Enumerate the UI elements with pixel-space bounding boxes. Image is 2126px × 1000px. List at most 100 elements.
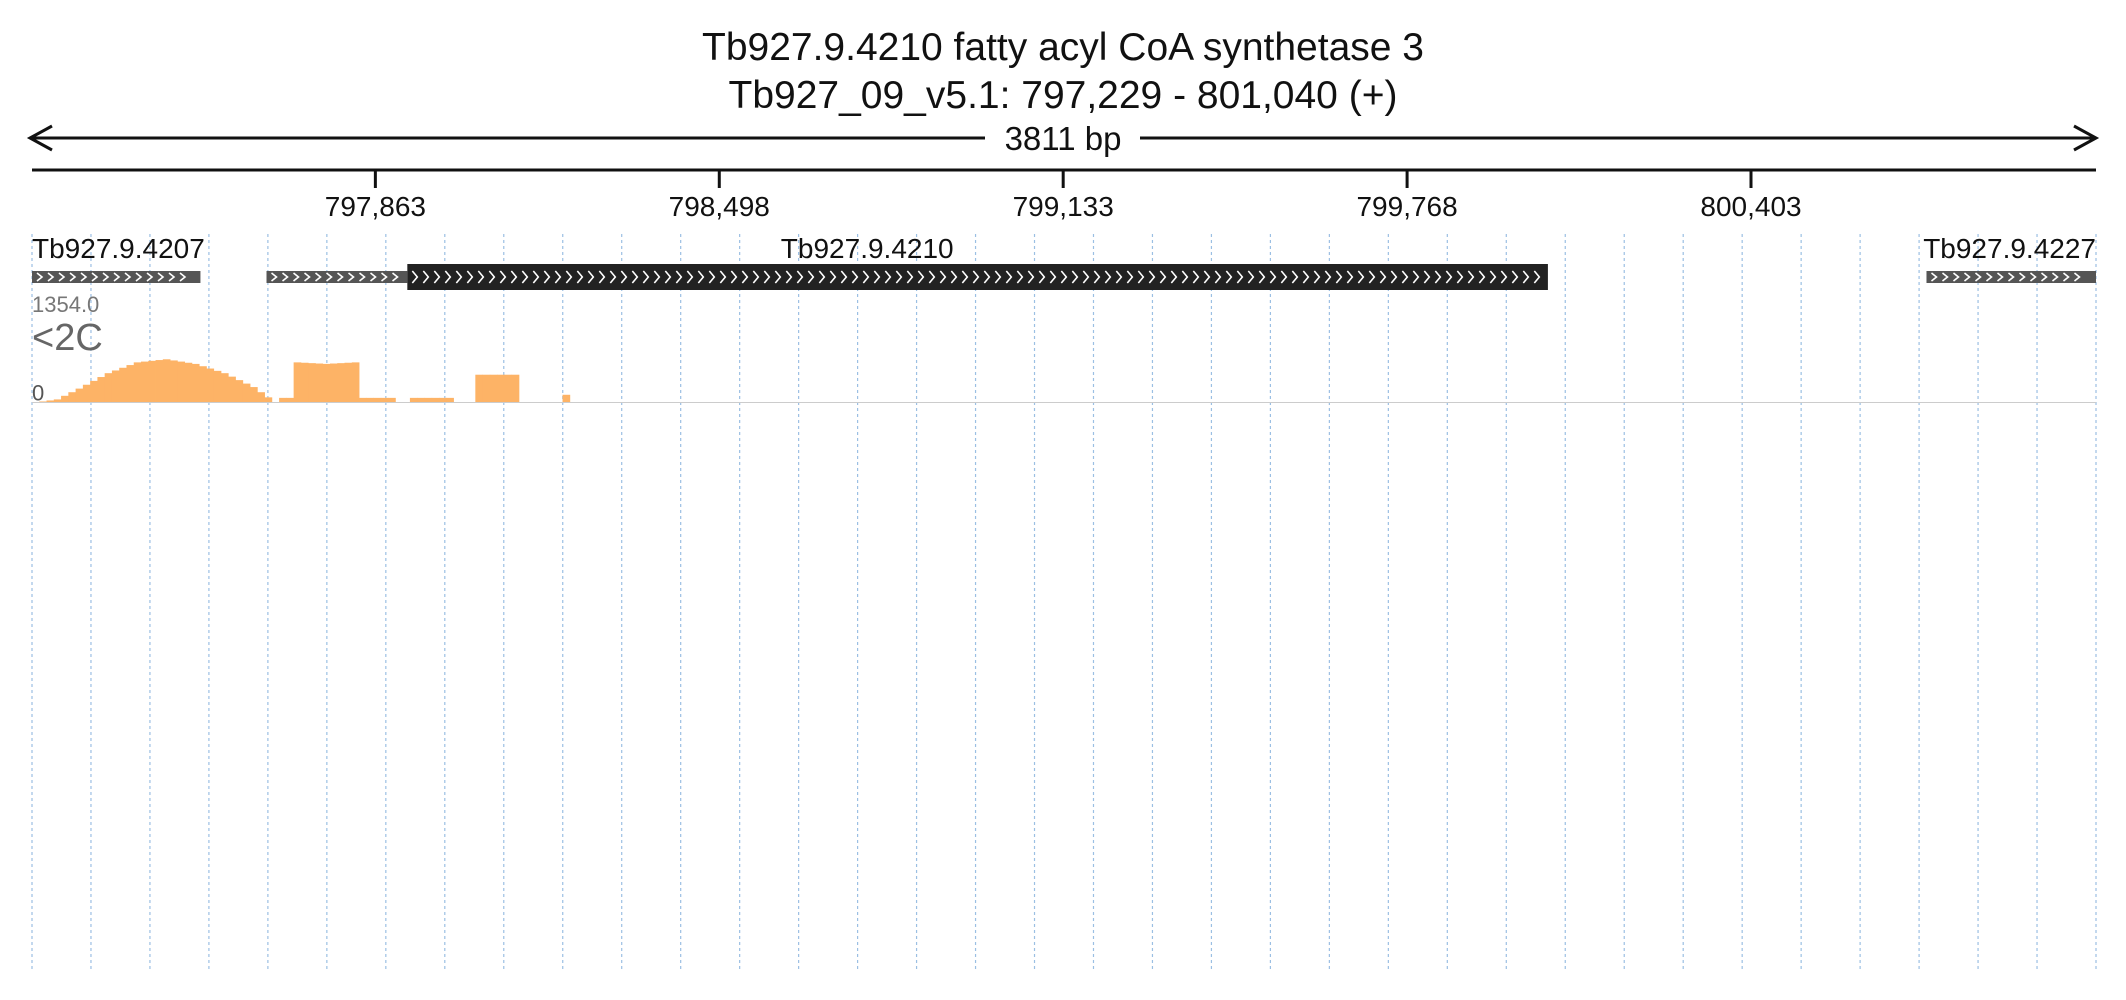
track-0-bar-65 bbox=[504, 374, 513, 403]
track-0-bar-73 bbox=[562, 394, 571, 403]
gene-1-arrow-1-76 bbox=[1247, 270, 1255, 284]
grid-lines bbox=[31, 234, 2097, 969]
gene-1-arrow-1-94 bbox=[1445, 270, 1453, 284]
gene-2-seg-0 bbox=[1926, 271, 2096, 283]
gene-1-arrow-0-4 bbox=[315, 272, 322, 282]
track-0-bar-12 bbox=[119, 367, 127, 403]
gene-1-arrow-1-91 bbox=[1412, 270, 1420, 284]
gene-1-arrow-1-12 bbox=[543, 270, 551, 284]
track-0-bar-53 bbox=[417, 397, 425, 403]
gene-1-arrow-1-28 bbox=[719, 270, 727, 284]
gene-track: Tb927.9.4207 Tb927.9.4210 Tb927.9.4227 bbox=[32, 233, 2096, 290]
track-0-bar-52 bbox=[409, 397, 418, 403]
gene-1-arrow-1-8 bbox=[499, 270, 507, 284]
gene-2-arrow-0-7 bbox=[2007, 272, 2015, 282]
gene-2-arrow-0-8 bbox=[2018, 272, 2026, 282]
gene-0-arrow-0-1 bbox=[47, 272, 55, 282]
gene-1-arrow-1-51 bbox=[972, 270, 980, 284]
gene-1-arrow-1-36 bbox=[807, 270, 815, 284]
track-0-bar-18 bbox=[162, 359, 171, 403]
gene-1-arrow-1-9 bbox=[510, 270, 518, 284]
gene-2-arrow-0-9 bbox=[2029, 272, 2037, 282]
gene-0-arrow-0-13 bbox=[179, 272, 187, 282]
gene-0-arrow-0-4 bbox=[80, 272, 88, 282]
gene-1-arrow-0-11 bbox=[392, 272, 399, 282]
gene-1-arrow-1-7 bbox=[488, 270, 496, 284]
track-0-bar-4 bbox=[61, 395, 69, 403]
track-0-bar-38 bbox=[308, 363, 316, 403]
gene-1-arrow-1-6 bbox=[477, 270, 485, 284]
gene-1-arrow-1-13 bbox=[554, 270, 562, 284]
gene-0-arrow-0-6 bbox=[102, 272, 110, 282]
gene-2-arrow-0-13 bbox=[2073, 272, 2081, 282]
track-0-bar-29 bbox=[242, 383, 251, 403]
gene-1-arrow-1-101 bbox=[1522, 270, 1530, 284]
gene-0-arrow-0-2 bbox=[58, 272, 66, 282]
x-tick-label-0: 797,863 bbox=[325, 191, 426, 222]
track-0-bar-63 bbox=[489, 374, 498, 403]
track-0: 1354.0<2C 0 bbox=[32, 292, 2096, 406]
track-0-bar-30 bbox=[250, 387, 258, 403]
gene-1-arrow-1-37 bbox=[818, 270, 826, 284]
gene-0-arrow-0-9 bbox=[135, 272, 143, 282]
gene-2-arrow-0-6 bbox=[1996, 272, 2004, 282]
track-0-bar-19 bbox=[170, 360, 178, 403]
span-arrow-right bbox=[2073, 124, 2100, 152]
gene-2-arrow-0-3 bbox=[1963, 272, 1971, 282]
gene-1-arrow-1-67 bbox=[1148, 270, 1156, 284]
track-0-bar-46 bbox=[366, 397, 374, 403]
gene-1-arrow-0-0 bbox=[271, 272, 278, 282]
gene-1-arrow-1-62 bbox=[1093, 270, 1101, 284]
span-arrow-left bbox=[26, 124, 53, 152]
gene-1-arrow-0-8 bbox=[359, 272, 366, 282]
gene-1-arrow-1-29 bbox=[730, 270, 738, 284]
gene-1-arrow-1-98 bbox=[1489, 270, 1497, 284]
gene-1-arrow-1-64 bbox=[1115, 270, 1123, 284]
track-0-bar-21 bbox=[184, 362, 193, 403]
gene-2-arrow-0-10 bbox=[2040, 272, 2048, 282]
gene-1-arrow-1-24 bbox=[675, 270, 683, 284]
gene-1-arrow-1-99 bbox=[1500, 270, 1508, 284]
gene-1-arrow-1-86 bbox=[1357, 270, 1365, 284]
track-0-bar-32 bbox=[264, 397, 273, 403]
track-0-bar-9 bbox=[97, 377, 106, 403]
gene-1-arrow-1-97 bbox=[1478, 270, 1486, 284]
gene-1-arrow-1-85 bbox=[1346, 270, 1354, 284]
gene-0-arrow-0-8 bbox=[124, 272, 132, 282]
track-0-bar-1 bbox=[39, 401, 47, 403]
gene-1-arrow-1-71 bbox=[1192, 270, 1200, 284]
gene-2-arrow-0-4 bbox=[1974, 272, 1982, 282]
gene-1-arrow-1-48 bbox=[939, 270, 947, 284]
gene-label-0: Tb927.9.4207 bbox=[32, 233, 205, 264]
gene-1-arrow-1-72 bbox=[1203, 270, 1211, 284]
track-0-bar-17 bbox=[155, 360, 164, 403]
gene-1-arrow-1-40 bbox=[851, 270, 859, 284]
track-0-name: <2C bbox=[32, 317, 103, 359]
track-0-bar-24 bbox=[206, 368, 215, 403]
track-0-bar-35 bbox=[286, 397, 295, 403]
gene-1-arrow-1-16 bbox=[587, 270, 595, 284]
x-axis: 797,863 798,498 799,133 799,768 800,403 bbox=[32, 168, 2096, 222]
track-0-bar-25 bbox=[213, 370, 222, 403]
gene-1-arrow-0-7 bbox=[348, 272, 355, 282]
gene-1-arrow-1-22 bbox=[653, 270, 661, 284]
gene-1-arrow-1-49 bbox=[950, 270, 958, 284]
gene-1-arrow-1-56 bbox=[1027, 270, 1035, 284]
track-0-bar-47 bbox=[373, 397, 382, 403]
track-0-bar-16 bbox=[148, 360, 156, 403]
gene-label-2: Tb927.9.4227 bbox=[1923, 233, 2096, 264]
gene-0-arrow-0-7 bbox=[113, 272, 121, 282]
gene-1-arrow-1-73 bbox=[1214, 270, 1222, 284]
track-0-bar-42 bbox=[337, 363, 345, 403]
gene-1-arrow-1-47 bbox=[928, 270, 936, 284]
track-0-bar-55 bbox=[431, 397, 440, 403]
x-tick-label-3: 799,768 bbox=[1356, 191, 1457, 222]
gene-0-arrow-0-3 bbox=[69, 272, 77, 282]
track-0-bar-22 bbox=[191, 363, 200, 403]
track-0-bar-44 bbox=[351, 362, 360, 403]
gene-1-arrow-1-32 bbox=[763, 270, 771, 284]
track-0-bar-39 bbox=[315, 363, 324, 403]
figure-title-line2: Tb927_09_v5.1: 797,229 - 801,040 (+) bbox=[729, 74, 1398, 117]
gene-1-arrow-0-3 bbox=[304, 272, 311, 282]
